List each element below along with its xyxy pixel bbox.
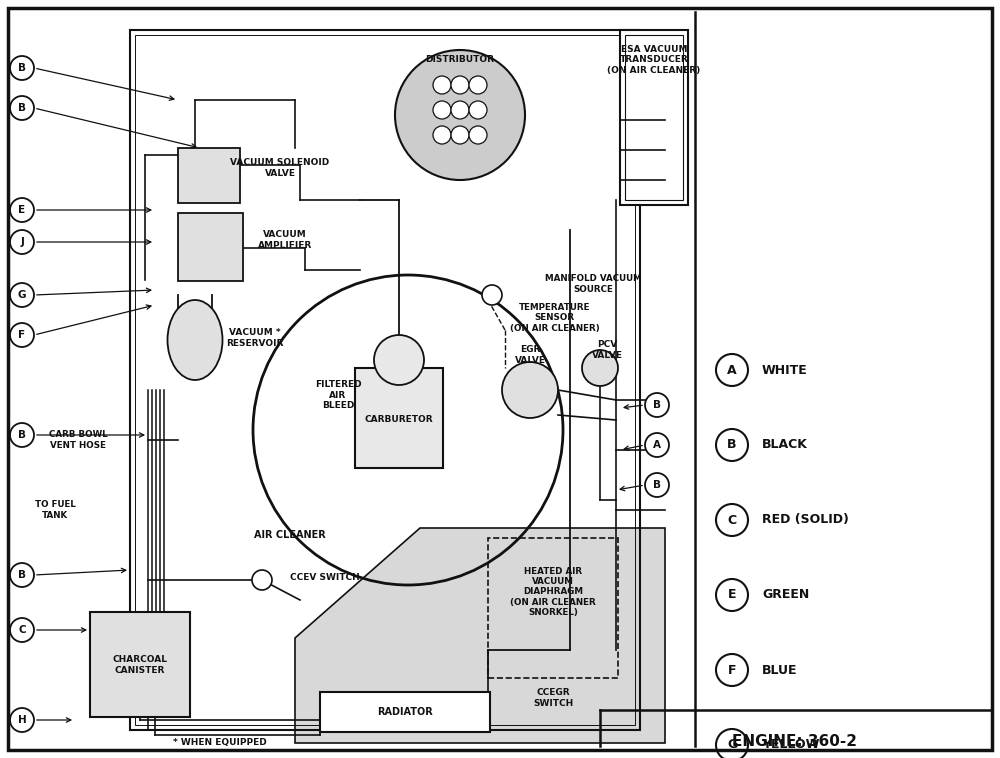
Bar xyxy=(355,368,443,468)
Text: ESA VACUUM
TRANSDUCER
(ON AIR CLEANER): ESA VACUUM TRANSDUCER (ON AIR CLEANER) xyxy=(607,45,701,75)
Circle shape xyxy=(645,433,669,457)
Circle shape xyxy=(10,323,34,347)
Text: F: F xyxy=(18,330,26,340)
Text: EGR
VALVE: EGR VALVE xyxy=(514,346,546,365)
Ellipse shape xyxy=(168,300,222,380)
Bar xyxy=(320,692,490,732)
Text: TO FUEL
TANK: TO FUEL TANK xyxy=(35,500,75,520)
Circle shape xyxy=(451,126,469,144)
Text: VACUUM *
RESERVOIR: VACUUM * RESERVOIR xyxy=(226,328,284,348)
Text: AIR CLEANER: AIR CLEANER xyxy=(254,530,326,540)
Circle shape xyxy=(469,101,487,119)
Text: B: B xyxy=(727,438,737,452)
Circle shape xyxy=(502,362,558,418)
Bar xyxy=(488,538,618,678)
Text: B: B xyxy=(653,480,661,490)
Circle shape xyxy=(433,126,451,144)
Circle shape xyxy=(10,423,34,447)
Text: CCEV SWITCH: CCEV SWITCH xyxy=(290,574,360,582)
Circle shape xyxy=(716,579,748,611)
Text: RADIATOR: RADIATOR xyxy=(377,707,433,717)
Text: VACUUM SOLENOID
VALVE: VACUUM SOLENOID VALVE xyxy=(230,158,330,177)
Circle shape xyxy=(645,393,669,417)
Bar xyxy=(625,35,683,200)
Text: HEATED AIR
VACUUM
DIAPHRAGM
(ON AIR CLEANER
SNORKEL): HEATED AIR VACUUM DIAPHRAGM (ON AIR CLEA… xyxy=(510,567,596,617)
Text: C: C xyxy=(18,625,26,635)
Text: CARB BOWL
VENT HOSE: CARB BOWL VENT HOSE xyxy=(49,431,107,449)
Bar xyxy=(90,612,190,717)
Circle shape xyxy=(716,504,748,536)
Text: WHITE: WHITE xyxy=(762,364,808,377)
Circle shape xyxy=(582,350,618,386)
Text: ENGINE: 360-2: ENGINE: 360-2 xyxy=(732,735,858,750)
Circle shape xyxy=(645,473,669,497)
Bar xyxy=(135,35,635,725)
Circle shape xyxy=(451,76,469,94)
Bar xyxy=(178,148,240,203)
Text: H: H xyxy=(18,715,26,725)
Text: A: A xyxy=(727,364,737,377)
Circle shape xyxy=(433,101,451,119)
Circle shape xyxy=(716,429,748,461)
Circle shape xyxy=(10,283,34,307)
Text: BLUE: BLUE xyxy=(762,663,798,676)
Text: B: B xyxy=(18,63,26,73)
Text: C: C xyxy=(727,513,737,527)
Bar xyxy=(620,30,688,205)
Text: GREEN: GREEN xyxy=(762,588,809,602)
Text: G: G xyxy=(727,738,737,751)
Circle shape xyxy=(10,563,34,587)
Text: CHARCOAL
CANISTER: CHARCOAL CANISTER xyxy=(112,656,168,675)
Circle shape xyxy=(716,729,748,758)
Circle shape xyxy=(469,126,487,144)
Bar xyxy=(130,30,640,730)
Text: B: B xyxy=(18,570,26,580)
Text: FILTERED
AIR
BLEED: FILTERED AIR BLEED xyxy=(315,380,361,410)
Text: B: B xyxy=(653,400,661,410)
Circle shape xyxy=(395,50,525,180)
Bar xyxy=(178,213,243,281)
Circle shape xyxy=(10,96,34,120)
Text: TEMPERATURE
SENSOR
(ON AIR CLEANER): TEMPERATURE SENSOR (ON AIR CLEANER) xyxy=(510,303,600,333)
Circle shape xyxy=(10,198,34,222)
Text: BLACK: BLACK xyxy=(762,438,808,452)
Circle shape xyxy=(433,76,451,94)
Circle shape xyxy=(716,354,748,386)
Circle shape xyxy=(374,335,424,385)
Text: RED (SOLID): RED (SOLID) xyxy=(762,513,849,527)
Circle shape xyxy=(252,570,272,590)
Circle shape xyxy=(10,708,34,732)
Circle shape xyxy=(451,101,469,119)
Text: PCV
VALVE: PCV VALVE xyxy=(592,340,622,360)
Text: CCEGR
SWITCH: CCEGR SWITCH xyxy=(533,688,573,708)
Text: E: E xyxy=(18,205,26,215)
Circle shape xyxy=(10,56,34,80)
Text: G: G xyxy=(18,290,26,300)
Circle shape xyxy=(482,285,502,305)
Text: F: F xyxy=(728,663,736,676)
Text: * WHEN EQUIPPED: * WHEN EQUIPPED xyxy=(173,738,267,747)
Text: YELLOW: YELLOW xyxy=(762,738,819,751)
Text: J: J xyxy=(20,237,24,247)
Text: B: B xyxy=(18,430,26,440)
Circle shape xyxy=(10,618,34,642)
Text: B: B xyxy=(18,103,26,113)
Text: A: A xyxy=(653,440,661,450)
Text: MANIFOLD VACUUM
SOURCE: MANIFOLD VACUUM SOURCE xyxy=(545,274,642,293)
Circle shape xyxy=(716,654,748,686)
Text: DISTRIBUTOR: DISTRIBUTOR xyxy=(426,55,494,64)
Circle shape xyxy=(469,76,487,94)
Text: CARBURETOR: CARBURETOR xyxy=(365,415,433,424)
Circle shape xyxy=(10,230,34,254)
Text: E: E xyxy=(728,588,736,602)
Polygon shape xyxy=(295,528,665,743)
Text: VACUUM
AMPLIFIER: VACUUM AMPLIFIER xyxy=(258,230,312,249)
